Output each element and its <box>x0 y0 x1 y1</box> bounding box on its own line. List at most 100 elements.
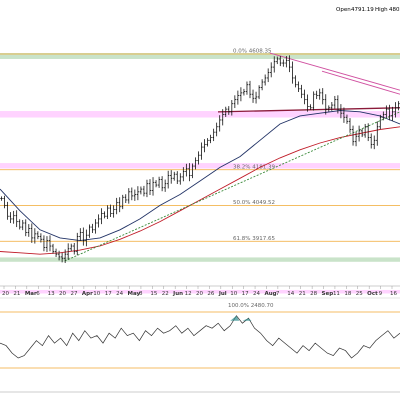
price-bar <box>163 179 167 192</box>
price-bar <box>36 231 40 240</box>
price-bar <box>382 111 385 121</box>
price-bar <box>142 185 146 197</box>
price-bar <box>239 87 243 102</box>
rsi-overbought-fill <box>230 315 240 321</box>
price-bar <box>76 232 79 256</box>
price-bar <box>112 205 115 218</box>
price-bar <box>379 114 382 130</box>
price-bar <box>9 212 12 224</box>
x-tick-label: 18 <box>344 291 351 297</box>
price-bar <box>391 106 394 121</box>
price-bar <box>160 176 164 192</box>
price-bar <box>224 106 227 117</box>
x-tick-label: 11 <box>333 291 340 297</box>
price-bar <box>127 188 130 204</box>
rsi-panel: 100.0% 2480.70 <box>0 297 400 393</box>
price-bar <box>203 139 206 153</box>
price-bar <box>15 210 18 228</box>
price-bar <box>276 56 279 65</box>
price-bar <box>354 131 358 147</box>
price-bar <box>145 179 149 198</box>
price-bar <box>288 55 291 73</box>
price-bar <box>148 179 152 196</box>
price-bar <box>315 90 318 100</box>
price-bar <box>303 89 306 105</box>
price-bar <box>306 94 309 112</box>
fib-label: 38.2% 4181.39 <box>233 164 275 170</box>
pink-zone <box>0 289 400 294</box>
price-bar <box>251 89 255 103</box>
fib-label: 0.0% 4608.35 <box>233 49 272 55</box>
price-bar <box>3 195 6 209</box>
price-bar <box>318 88 321 100</box>
price-bar <box>185 163 188 177</box>
price-bar <box>170 170 173 184</box>
price-bar <box>360 128 364 138</box>
price-bar <box>124 194 127 203</box>
price-bar <box>309 104 312 110</box>
x-tick-label: 20 <box>59 291 66 297</box>
price-bar <box>294 75 297 88</box>
price-bar <box>291 61 294 84</box>
price-bar <box>12 210 15 224</box>
price-bar <box>285 55 288 68</box>
x-tick-label: 24 <box>116 291 123 297</box>
price-bar <box>6 201 9 220</box>
price-bar <box>45 236 49 252</box>
moving-averages <box>0 110 400 255</box>
price-bar <box>197 151 200 165</box>
price-bar <box>191 163 194 179</box>
price-bar <box>376 121 379 146</box>
price-bar <box>266 68 270 83</box>
x-tick-label: 10 <box>230 291 237 297</box>
price-bar <box>88 224 91 238</box>
price-bar <box>106 205 109 220</box>
price-bar <box>263 74 267 86</box>
price-bar <box>273 56 276 73</box>
x-tick-label: 17 <box>105 291 112 297</box>
x-tick-label: May <box>128 291 141 297</box>
x-tick-label: 6 <box>36 291 40 297</box>
price-bar <box>109 204 112 217</box>
price-bar <box>97 214 100 228</box>
x-tick-label: 20 <box>2 291 9 297</box>
header-readout: Open 4791.19 High 4802 <box>336 7 400 13</box>
price-bar <box>173 171 176 181</box>
price-bar <box>397 101 400 111</box>
price-bar <box>85 229 88 247</box>
x-tick-label: Aug <box>264 291 276 297</box>
price-bar <box>312 91 315 111</box>
x-tick-label: 15 <box>150 291 157 297</box>
high-value: 4802 <box>389 7 400 13</box>
price-bar <box>82 227 85 246</box>
price-bar <box>257 85 261 100</box>
price-bar <box>121 194 124 210</box>
x-tick-label: 14 <box>287 291 294 297</box>
price-bar <box>348 118 352 133</box>
price-bar <box>188 163 191 182</box>
price-bar <box>57 250 61 261</box>
green-zone <box>0 257 400 262</box>
price-bar <box>394 102 397 118</box>
price-bar <box>0 196 3 201</box>
price-bar <box>157 176 161 188</box>
price-bar <box>18 219 21 230</box>
x-tick-label: 16 <box>390 291 397 297</box>
price-bar <box>282 59 285 67</box>
rsi-label: 100.0% 2480.70 <box>228 303 274 309</box>
price-bar <box>336 95 340 114</box>
price-bar <box>363 123 367 138</box>
price-bar <box>260 79 264 91</box>
price-bar <box>212 128 215 142</box>
price-bar <box>176 171 179 185</box>
price-bar <box>54 248 58 257</box>
x-tick-label: Apr <box>82 291 93 297</box>
sma-long-line <box>0 126 400 255</box>
price-bar <box>345 114 349 124</box>
upper-pink-trendline <box>321 70 400 95</box>
price-bar <box>182 167 185 182</box>
price-bar <box>330 102 334 111</box>
price-bar <box>200 142 203 160</box>
x-tick-label: 20 <box>196 291 203 297</box>
